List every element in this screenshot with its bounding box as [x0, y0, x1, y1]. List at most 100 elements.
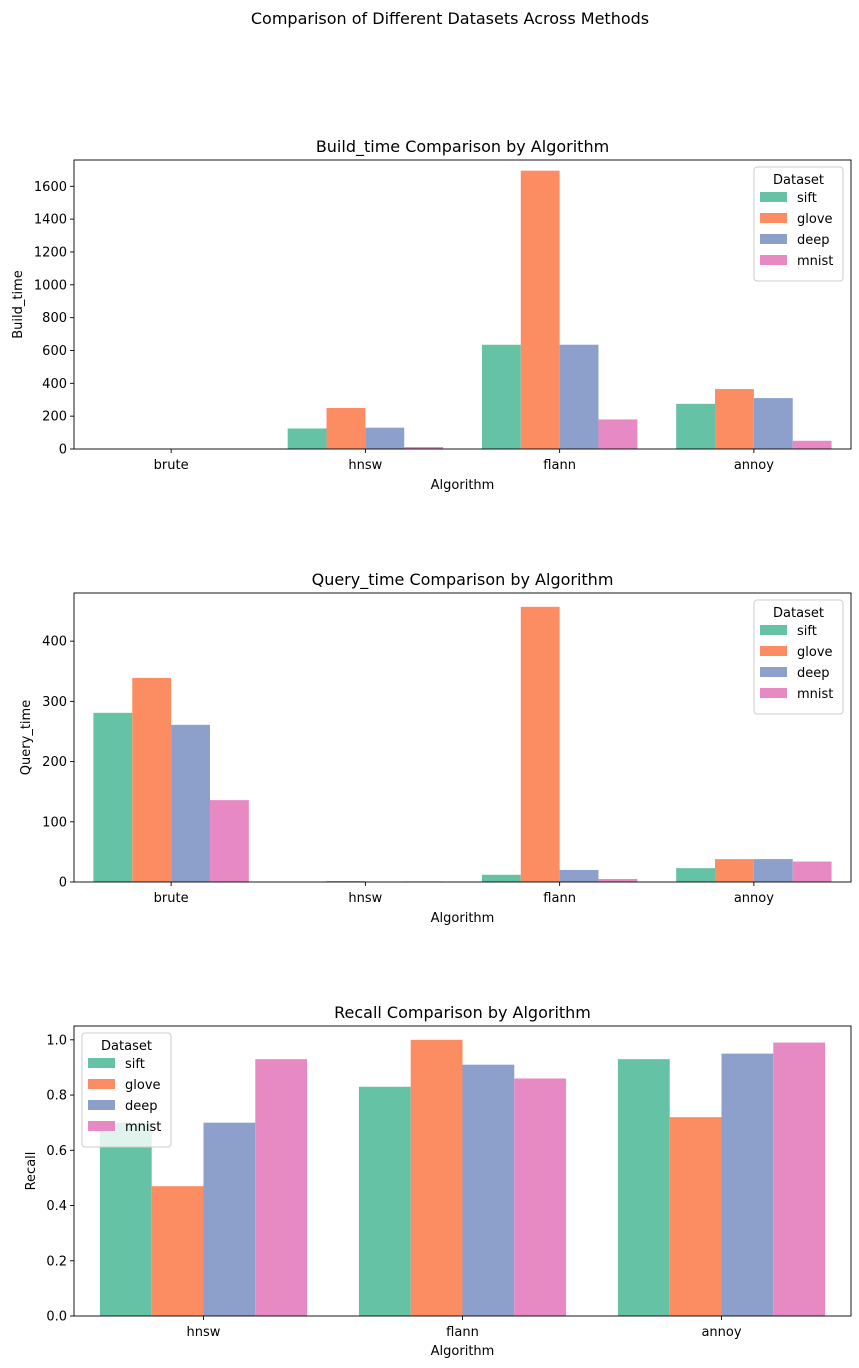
chart-title: Query_time Comparison by Algorithm — [312, 570, 614, 590]
y-tick-label: 600 — [42, 344, 67, 359]
bar-deep-hnsw — [365, 427, 405, 449]
legend-swatch-sift — [88, 1058, 115, 1068]
y-tick-label: 200 — [42, 755, 67, 770]
build-time-panel: 0 200 400 600 800 1000 1200 1400 1600 brute hnsw fl… — [11, 137, 852, 493]
bar-sift-annoy — [676, 868, 716, 882]
y-tick-label: 0.6 — [46, 1144, 67, 1159]
bar-deep-flann — [462, 1064, 515, 1316]
legend-label-glove: glove — [125, 1078, 161, 1093]
legend-swatch-sift — [760, 192, 787, 202]
legend-label-glove: glove — [797, 645, 833, 660]
y-tick-label: 1.0 — [46, 1033, 67, 1048]
legend-swatch-glove — [760, 646, 787, 656]
legend-swatch-deep — [760, 234, 787, 244]
legend-swatch-glove — [760, 213, 787, 223]
bar-deep-flann — [559, 869, 599, 882]
bar-sift-hnsw — [287, 428, 327, 449]
bar-sift-hnsw — [99, 1122, 152, 1316]
bar-deep-annoy — [753, 859, 793, 882]
legend-title: Dataset — [773, 173, 824, 188]
x-axis-label: Algorithm — [431, 1344, 495, 1359]
bar-mnist-flann — [598, 878, 638, 882]
y-tick-label: 1000 — [34, 278, 67, 293]
chart-title: Recall Comparison by Algorithm — [334, 1003, 591, 1022]
bar-deep-brute — [171, 724, 210, 882]
bar-deep-annoy — [753, 398, 793, 449]
legend-title: Dataset — [773, 606, 824, 621]
bar-deep-annoy — [721, 1053, 774, 1316]
bar-sift-flann — [481, 344, 521, 449]
bar-deep-flann — [559, 344, 599, 449]
x-tick-label-hnsw: hnsw — [348, 891, 382, 906]
y-tick-label: 0.8 — [46, 1089, 67, 1104]
x-tick-label-flann: flann — [543, 891, 576, 906]
x-tick-label-annoy: annoy — [701, 1325, 741, 1340]
legend-label-sift: sift — [125, 1057, 145, 1072]
legend-swatch-mnist — [88, 1121, 115, 1131]
x-axis-label: Algorithm — [431, 911, 495, 926]
y-tick-label: 1200 — [34, 245, 67, 260]
y-tick-label: 0.0 — [46, 1310, 67, 1325]
legend-swatch-mnist — [760, 688, 787, 698]
query-time-panel: 0 100 200 300 400 brute hnsw flann annoy Query_ti… — [19, 570, 852, 926]
legend-label-deep: deep — [797, 233, 830, 248]
x-tick-label-flann: flann — [543, 458, 576, 473]
bar-glove-hnsw — [326, 881, 366, 882]
bar-mnist-hnsw — [404, 447, 444, 449]
y-tick-label: 300 — [42, 695, 67, 710]
bar-glove-flann — [410, 1039, 463, 1316]
legend-swatch-deep — [760, 667, 787, 677]
legend-label-mnist: mnist — [797, 254, 833, 269]
bar-glove-flann — [520, 170, 560, 450]
bar-mnist-brute — [209, 800, 249, 882]
y-tick-label: 0.4 — [46, 1199, 67, 1214]
bar-sift-flann — [358, 1086, 411, 1316]
y-tick-label: 0 — [59, 876, 67, 891]
bar-mnist-flann — [598, 419, 638, 449]
y-axis-label: Recall — [24, 1152, 39, 1191]
bar-sift-flann — [481, 874, 521, 882]
x-tick-label-hnsw: hnsw — [187, 1325, 221, 1340]
bar-glove-annoy — [669, 1117, 722, 1316]
y-tick-label: 0.2 — [46, 1254, 67, 1269]
bar-mnist-hnsw — [255, 1059, 308, 1316]
x-tick-label-annoy: annoy — [734, 891, 774, 906]
x-tick-label-flann: flann — [446, 1325, 479, 1340]
legend-swatch-sift — [760, 625, 787, 635]
y-tick-label: 800 — [42, 311, 67, 326]
bar-glove-brute — [132, 677, 172, 882]
recall-panel: 0.0 0.2 0.4 0.6 0.8 1.0 hnsw flann annoy Recall C… — [24, 1003, 852, 1359]
x-tick-label-brute: brute — [154, 891, 189, 906]
bar-mnist-flann — [514, 1078, 567, 1316]
y-tick-label: 1400 — [34, 213, 67, 228]
legend-label-mnist: mnist — [125, 1120, 161, 1135]
legend-title: Dataset — [101, 1039, 152, 1054]
bar-sift-annoy — [676, 403, 716, 449]
y-tick-label: 400 — [42, 377, 67, 392]
legend-label-deep: deep — [797, 666, 830, 681]
bar-glove-flann — [520, 606, 560, 882]
legend-label-deep: deep — [125, 1099, 158, 1114]
x-tick-label-brute: brute — [154, 458, 189, 473]
y-axis-label: Build_time — [11, 270, 26, 339]
bar-mnist-annoy — [792, 861, 832, 882]
axes-frame — [73, 159, 852, 450]
bar-sift-annoy — [617, 1059, 670, 1316]
bar-glove-hnsw — [151, 1186, 204, 1316]
y-tick-label: 1600 — [34, 180, 67, 195]
figure-suptitle: Comparison of Different Datasets Across … — [251, 9, 649, 28]
legend-swatch-deep — [88, 1100, 115, 1110]
legend-label-sift: sift — [797, 624, 817, 639]
legend-label-mnist: mnist — [797, 687, 833, 702]
legend-swatch-glove — [88, 1079, 115, 1089]
chart-title: Build_time Comparison by Algorithm — [316, 137, 609, 157]
axes-frame — [73, 592, 852, 883]
y-tick-label: 200 — [42, 410, 67, 425]
legend: Dataset sift glove deep mnist — [753, 166, 844, 282]
bar-glove-hnsw — [326, 407, 366, 449]
y-axis-label: Query_time — [19, 700, 34, 775]
legend-label-glove: glove — [797, 212, 833, 227]
bar-mnist-annoy — [792, 440, 832, 449]
bar-glove-annoy — [715, 389, 754, 449]
